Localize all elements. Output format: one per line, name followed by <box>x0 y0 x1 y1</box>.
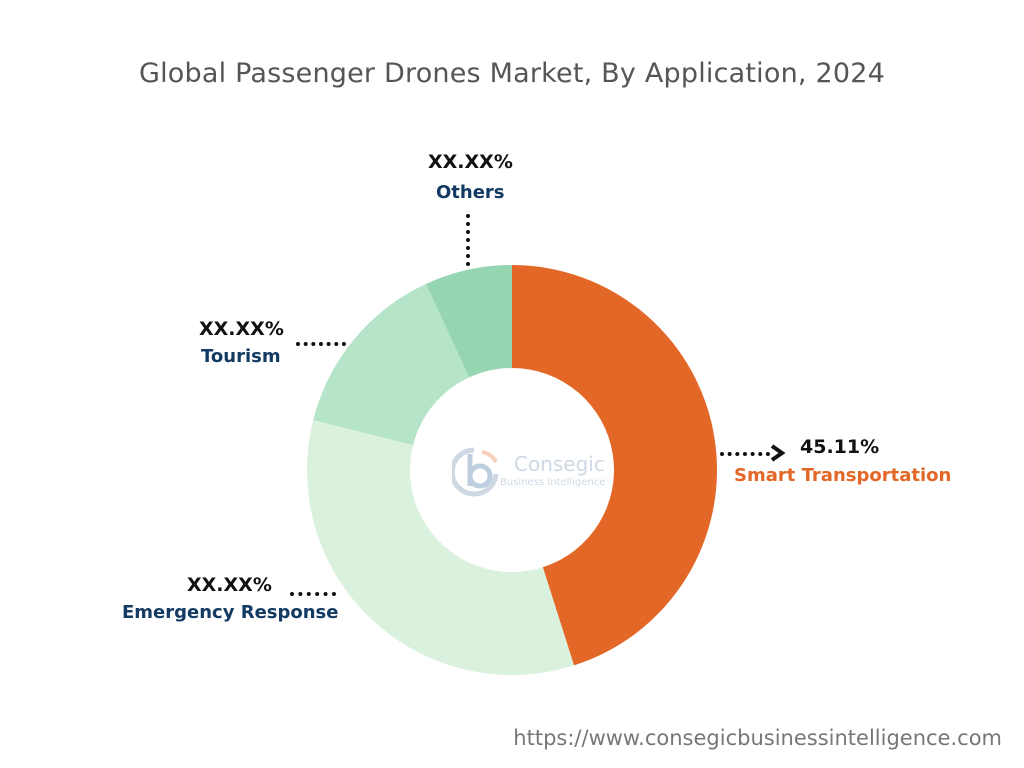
leader-line-emergency-response <box>290 592 336 596</box>
consegic-logo: Consegic Business Intelligence <box>452 442 622 502</box>
category-label-tourism: Tourism <box>201 346 281 367</box>
data-label-emergency-response: XX.XX% <box>187 574 272 596</box>
category-label-others: Others <box>436 182 505 203</box>
chart-title: Global Passenger Drones Market, By Appli… <box>138 58 885 89</box>
category-label-smart-transportation: Smart Transportation <box>734 465 952 486</box>
donut-slice-tourism <box>313 283 470 446</box>
donut-slice-smart-transportation <box>512 265 718 666</box>
logo-mark-icon <box>452 447 499 497</box>
data-label-others: XX.XX% <box>428 151 513 173</box>
data-label-tourism: XX.XX% <box>199 318 284 340</box>
leader-line-tourism <box>296 342 346 346</box>
leader-line-others <box>466 214 470 266</box>
logo-tagline: Business Intelligence <box>500 477 606 488</box>
arrow-head-icon <box>770 444 786 462</box>
category-label-emergency-response: Emergency Response <box>122 602 339 623</box>
data-label-smart-transportation: 45.11% <box>800 436 880 458</box>
footer-url[interactable]: https://www.consegicbusinessintelligence… <box>513 726 1002 750</box>
leader-line-smart-transportation <box>720 452 770 456</box>
logo-name: Consegic <box>514 452 605 476</box>
donut-slice-emergency-response <box>307 420 574 675</box>
donut-slice-others <box>425 265 512 378</box>
